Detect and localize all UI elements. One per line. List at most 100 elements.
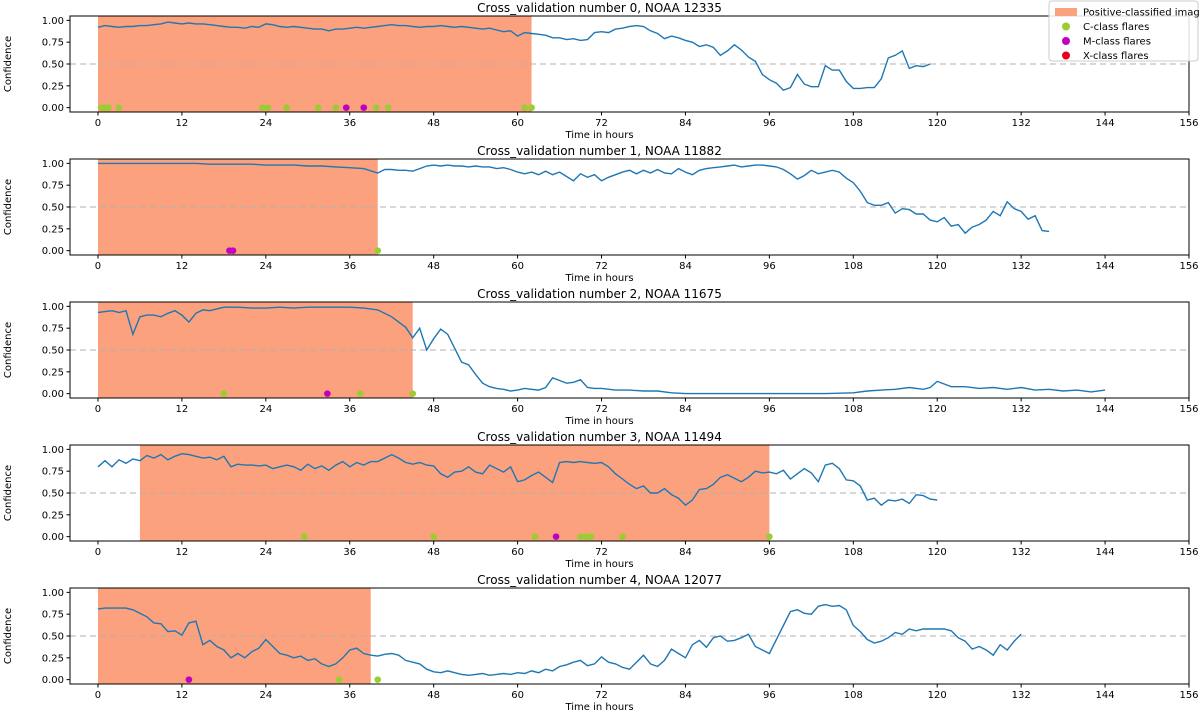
x-tick-label: 24	[259, 404, 272, 415]
y-tick-label: 1.00	[42, 159, 64, 170]
x-tick-label: 144	[1096, 118, 1115, 129]
y-tick-label: 0.75	[42, 181, 64, 192]
confidence-line	[97, 603, 1022, 677]
y-tick-label: 0.00	[42, 246, 64, 257]
m-class-flare-marker	[342, 104, 350, 111]
x-tick-label: 36	[343, 261, 356, 272]
x-tick-label: 36	[343, 690, 356, 701]
c-class-flare-marker	[356, 390, 364, 397]
subplot-3: 0 12 24 36 48 60 72 84 96 108 120 132 144 156 0.00 0.25…	[3, 430, 1199, 570]
subplot-title: Cross_validation number 4, NOAA 12077	[477, 573, 722, 587]
m-class-flare-marker	[185, 676, 193, 683]
m-class-flare-marker	[552, 533, 560, 540]
y-tick-label: 0.50	[42, 489, 64, 500]
x-tick-label: 96	[763, 690, 776, 701]
y-tick-label: 0.25	[42, 367, 64, 378]
x-tick-label: 96	[763, 118, 776, 129]
x-axis-label: Time in hours	[564, 130, 633, 141]
subplot-title: Cross_validation number 2, NOAA 11675	[477, 287, 722, 301]
x-tick-label: 144	[1096, 404, 1115, 415]
x-tick-label: 60	[511, 404, 524, 415]
x-tick-label: 156	[1179, 118, 1198, 129]
y-tick-label: 0.25	[42, 224, 64, 235]
c-class-flare-marker	[259, 104, 266, 111]
x-tick-label: 60	[511, 261, 524, 272]
confidence-line	[97, 306, 1106, 395]
y-tick-label: 0.00	[42, 532, 64, 543]
y-axis-label: Confidence	[3, 465, 14, 521]
x-tick-label: 132	[1012, 404, 1031, 415]
x-tick-label: 120	[928, 547, 947, 558]
x-tick-label: 36	[343, 547, 356, 558]
c-class-flare-marker	[335, 676, 343, 683]
x-tick-label: 48	[427, 690, 440, 701]
c-class-flare-marker	[577, 533, 584, 540]
x-tick-label: 108	[844, 118, 863, 129]
x-axis-label: Time in hours	[564, 273, 633, 284]
legend-dot	[1062, 37, 1070, 45]
x-tick-label: 0	[95, 118, 101, 129]
x-tick-label: 120	[928, 261, 947, 272]
x-tick-label: 24	[259, 690, 272, 701]
x-tick-label: 72	[595, 404, 608, 415]
y-tick-label: 0.00	[42, 103, 64, 114]
c-class-flare-marker	[283, 104, 291, 111]
y-tick-label: 0.50	[42, 60, 64, 71]
subplot-2: 0 12 24 36 48 60 72 84 96 108 120 132 144 156 0.00 0.25…	[3, 287, 1199, 427]
c-class-flare-marker	[430, 533, 437, 540]
x-tick-label: 48	[427, 261, 440, 272]
x-tick-label: 120	[928, 118, 947, 129]
c-class-flare-marker	[409, 390, 416, 397]
c-class-flare-marker	[531, 533, 539, 540]
x-tick-label: 96	[763, 404, 776, 415]
x-tick-label: 156	[1179, 261, 1198, 272]
m-class-flare-marker	[324, 390, 331, 397]
x-tick-label: 132	[1012, 547, 1031, 558]
x-tick-label: 12	[176, 547, 189, 558]
x-tick-label: 0	[95, 690, 101, 701]
x-tick-label: 72	[595, 690, 608, 701]
x-tick-label: 0	[95, 547, 101, 558]
c-class-flare-marker	[384, 104, 392, 111]
legend-label: Positive-classified images	[1083, 8, 1200, 19]
x-tick-label: 48	[427, 118, 440, 129]
confidence-line	[98, 162, 1050, 235]
y-axis-label: Confidence	[3, 36, 14, 92]
x-tick-label: 108	[844, 404, 863, 415]
subplot-0: 0 12 24 36 48 60 72 84 96 108 120 132 144 156 0.00 0.25…	[3, 1, 1199, 141]
x-tick-label: 84	[679, 261, 692, 272]
c-class-flare-marker	[264, 104, 272, 111]
legend-label: X-class flares	[1083, 51, 1149, 62]
x-tick-label: 108	[844, 547, 863, 558]
x-tick-label: 12	[176, 261, 189, 272]
c-class-flare-marker	[587, 533, 595, 540]
x-tick-label: 24	[259, 547, 272, 558]
m-class-flare-marker	[229, 247, 237, 254]
x-tick-label: 12	[176, 118, 189, 129]
x-axis-label: Time in hours	[564, 559, 633, 570]
y-tick-label: 0.50	[42, 203, 64, 214]
c-class-flare-marker	[332, 104, 340, 111]
c-class-flare-marker	[373, 104, 380, 111]
c-class-flare-marker	[314, 104, 322, 111]
x-tick-label: 0	[95, 261, 101, 272]
y-tick-label: 0.25	[42, 81, 64, 92]
x-tick-label: 96	[763, 261, 776, 272]
x-tick-label: 24	[259, 261, 272, 272]
x-tick-label: 12	[176, 690, 189, 701]
legend-label: M-class flares	[1083, 37, 1151, 48]
x-tick-label: 156	[1179, 547, 1198, 558]
y-tick-label: 1.00	[42, 302, 64, 313]
y-tick-label: 0.25	[42, 510, 64, 521]
x-tick-label: 72	[595, 118, 608, 129]
x-axis-label: Time in hours	[564, 702, 633, 713]
x-tick-label: 108	[844, 690, 863, 701]
subplot-title: Cross_validation number 0, NOAA 12335	[477, 1, 722, 15]
x-tick-label: 132	[1012, 690, 1031, 701]
x-tick-label: 48	[427, 547, 440, 558]
x-tick-label: 120	[928, 404, 947, 415]
x-tick-label: 0	[95, 404, 101, 415]
c-class-flare-marker	[105, 104, 112, 111]
x-tick-label: 72	[595, 261, 608, 272]
legend: Positive-classified images C-class flares…	[1048, 0, 1200, 62]
